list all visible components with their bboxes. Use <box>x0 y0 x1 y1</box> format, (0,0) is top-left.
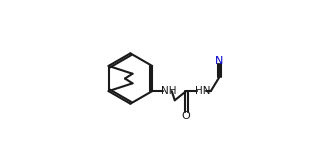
Text: NH: NH <box>161 86 176 96</box>
Text: N: N <box>215 56 223 66</box>
Text: O: O <box>182 111 191 121</box>
Text: HN: HN <box>195 86 210 96</box>
